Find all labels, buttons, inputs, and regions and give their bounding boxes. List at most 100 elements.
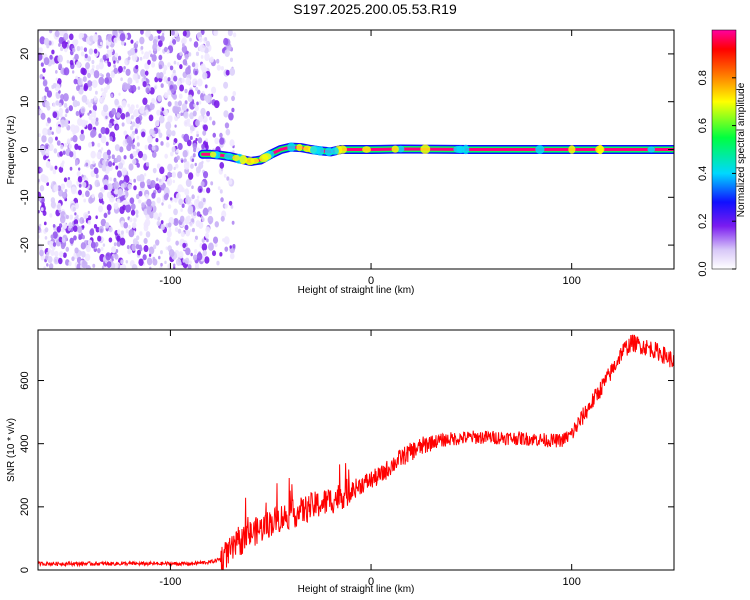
noise-blob xyxy=(181,78,185,83)
noise-blob xyxy=(45,160,51,168)
noise-blob xyxy=(46,251,50,257)
noise-blob xyxy=(210,181,214,186)
noise-blob xyxy=(77,176,83,183)
noise-blob xyxy=(44,149,50,157)
noise-blob xyxy=(82,181,87,188)
noise-blob xyxy=(189,135,193,141)
noise-blob xyxy=(167,204,172,210)
noise-blob xyxy=(161,202,164,206)
noise-blob xyxy=(117,55,122,61)
noise-blob xyxy=(129,197,135,205)
noise-blob xyxy=(223,81,229,89)
noise-blob xyxy=(45,145,49,150)
noise-blob xyxy=(156,163,161,169)
noise-blob xyxy=(43,221,47,226)
noise-blob xyxy=(38,52,43,61)
noise-blob xyxy=(49,126,52,130)
noise-blob xyxy=(132,158,137,165)
noise-blob xyxy=(93,105,98,112)
noise-blob xyxy=(45,122,49,127)
noise-blob xyxy=(177,142,183,150)
noise-blob xyxy=(163,108,169,116)
noise-blob xyxy=(190,130,193,134)
noise-blob xyxy=(78,235,82,241)
noise-blob xyxy=(162,69,166,75)
noise-blob xyxy=(158,255,161,260)
spectrogram-y-axis-label: Frequency (Hz) xyxy=(6,116,17,185)
noise-blob xyxy=(109,136,113,142)
noise-blob xyxy=(104,222,110,229)
noise-blob xyxy=(167,163,173,172)
noise-blob xyxy=(184,257,190,265)
noise-blob xyxy=(58,36,64,45)
noise-blob xyxy=(185,77,191,85)
noise-blob xyxy=(160,141,164,146)
noise-blob xyxy=(197,89,201,95)
noise-blob xyxy=(171,146,176,153)
noise-blob xyxy=(175,149,179,153)
noise-blob xyxy=(88,114,93,121)
snr-x-axis-label: Height of straight line (km) xyxy=(298,584,415,595)
noise-blob xyxy=(127,248,132,255)
noise-blob xyxy=(66,59,70,64)
noise-blob xyxy=(149,179,156,189)
noise-blob xyxy=(67,177,71,181)
noise-blob xyxy=(79,133,85,142)
noise-blob xyxy=(216,260,220,266)
noise-blob xyxy=(204,256,210,264)
noise-blob xyxy=(165,121,172,130)
noise-blob xyxy=(131,84,137,93)
noise-blob xyxy=(214,137,220,145)
noise-blob xyxy=(87,123,93,131)
noise-blob xyxy=(95,174,99,179)
noise-blob xyxy=(157,94,163,102)
noise-blob xyxy=(196,252,203,261)
noise-blob xyxy=(50,249,55,256)
noise-blob xyxy=(163,64,168,71)
noise-blob xyxy=(49,30,53,34)
noise-blob xyxy=(116,198,120,204)
noise-blob xyxy=(184,53,189,60)
noise-blob xyxy=(152,43,158,52)
noise-blob xyxy=(58,107,64,115)
noise-blob xyxy=(62,150,66,155)
noise-blob xyxy=(42,79,48,87)
ridge-bulge xyxy=(296,143,303,152)
noise-blob xyxy=(79,114,82,118)
noise-blob xyxy=(44,235,48,240)
noise-blob xyxy=(159,265,163,269)
noise-blob xyxy=(77,189,82,196)
noise-blob xyxy=(136,135,140,140)
noise-blob xyxy=(145,193,149,200)
noise-blob xyxy=(38,30,41,33)
noise-blob xyxy=(111,246,117,254)
noise-blob xyxy=(114,144,120,152)
noise-blob xyxy=(149,102,155,110)
noise-blob xyxy=(81,94,88,103)
noise-blob xyxy=(187,172,194,180)
noise-blob xyxy=(152,258,158,266)
noise-blob xyxy=(131,243,136,251)
noise-blob xyxy=(158,132,163,138)
noise-blob xyxy=(188,52,192,57)
noise-blob xyxy=(160,262,163,267)
noise-blob xyxy=(198,115,204,123)
noise-blob xyxy=(121,100,127,108)
noise-blob xyxy=(58,257,63,265)
noise-blob xyxy=(182,150,188,158)
noise-blob xyxy=(49,54,53,60)
noise-blob xyxy=(201,143,205,150)
noise-blob xyxy=(196,195,200,199)
noise-blob xyxy=(194,238,197,243)
noise-blob xyxy=(115,165,119,170)
noise-blob xyxy=(153,212,159,220)
noise-blob xyxy=(232,90,237,97)
noise-blob xyxy=(175,35,181,43)
noise-blob xyxy=(42,67,46,73)
noise-blob xyxy=(145,231,151,238)
noise-blob xyxy=(80,250,86,258)
noise-blob xyxy=(102,54,107,61)
ridge-bulge xyxy=(287,142,296,152)
noise-blob xyxy=(167,62,171,68)
noise-blob xyxy=(179,215,185,223)
